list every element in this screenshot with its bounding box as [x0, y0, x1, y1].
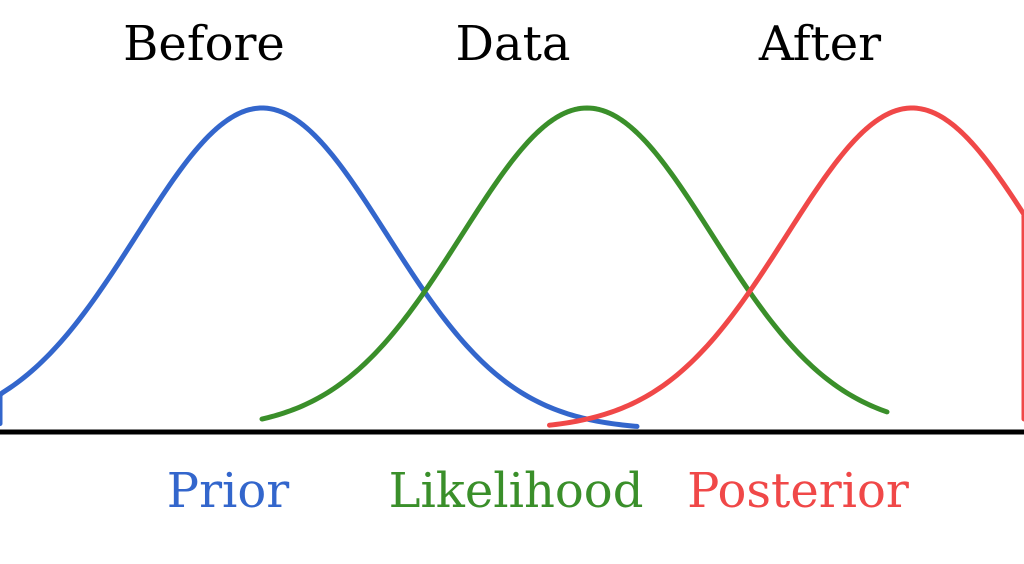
- prior-curve: [0, 105, 640, 429]
- heading-data: Data: [455, 16, 570, 72]
- prior-label: Prior: [167, 463, 289, 519]
- likelihood-label: Likelihood: [389, 463, 644, 519]
- posterior-curve: [547, 105, 1024, 428]
- heading-after: After: [758, 16, 881, 72]
- posterior-label: Posterior: [687, 463, 909, 519]
- heading-before: Before: [123, 16, 285, 72]
- likelihood-curve: [259, 105, 890, 422]
